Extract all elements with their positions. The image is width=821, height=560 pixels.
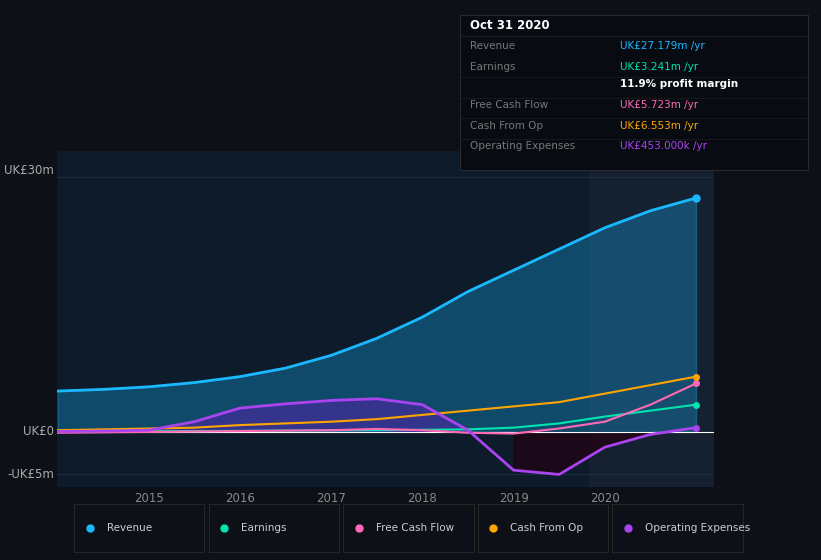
- Text: Free Cash Flow: Free Cash Flow: [376, 523, 454, 533]
- Text: UK£453.000k /yr: UK£453.000k /yr: [620, 141, 707, 151]
- Text: Operating Expenses: Operating Expenses: [470, 141, 576, 151]
- Text: Cash From Op: Cash From Op: [511, 523, 584, 533]
- Bar: [589, 151, 714, 487]
- Text: Free Cash Flow: Free Cash Flow: [470, 100, 548, 110]
- Text: UK£5.723m /yr: UK£5.723m /yr: [620, 100, 698, 110]
- Text: 11.9% profit margin: 11.9% profit margin: [620, 79, 738, 89]
- Text: UK£3.241m /yr: UK£3.241m /yr: [620, 62, 698, 72]
- Text: -UK£5m: -UK£5m: [7, 468, 54, 481]
- Text: Oct 31 2020: Oct 31 2020: [470, 19, 550, 32]
- Text: UK£0: UK£0: [23, 426, 54, 438]
- Text: Earnings: Earnings: [470, 62, 516, 72]
- Text: UK£30m: UK£30m: [4, 164, 54, 177]
- Text: Earnings: Earnings: [241, 523, 287, 533]
- Text: Revenue: Revenue: [470, 41, 516, 51]
- Text: UK£6.553m /yr: UK£6.553m /yr: [620, 120, 698, 130]
- Text: Revenue: Revenue: [107, 523, 152, 533]
- Text: Operating Expenses: Operating Expenses: [645, 523, 750, 533]
- Text: Cash From Op: Cash From Op: [470, 120, 544, 130]
- Text: UK£27.179m /yr: UK£27.179m /yr: [620, 41, 705, 51]
